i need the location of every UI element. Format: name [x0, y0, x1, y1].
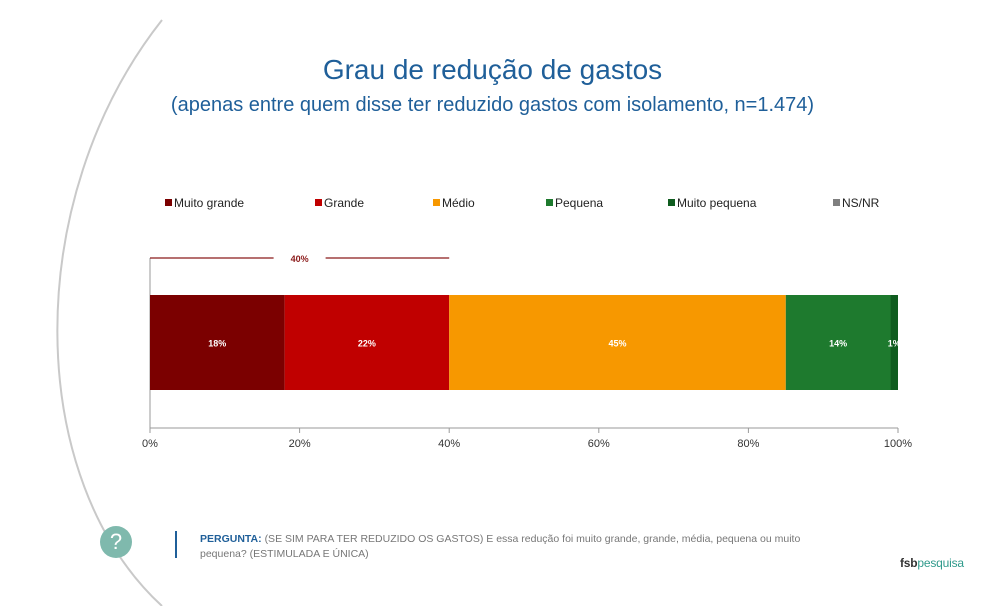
question-mark-icon: ?: [100, 526, 132, 558]
bracket-label: 40%: [291, 254, 309, 264]
legend-swatch: [668, 199, 675, 206]
x-tick-label: 40%: [438, 438, 460, 450]
legend-swatch: [315, 199, 322, 206]
bar-segment: [785, 295, 891, 390]
question-label: PERGUNTA:: [200, 533, 262, 545]
x-tick-label: 20%: [289, 438, 311, 450]
legend-label: Pequena: [555, 196, 603, 210]
legend-swatch: [833, 199, 840, 206]
legend-label: Grande: [324, 196, 364, 210]
question-divider: [175, 531, 177, 558]
data-label: 1%: [888, 339, 901, 349]
legend-label: Muito pequena: [677, 196, 757, 210]
fsb-pesquisa-logo: fsbpesquisa: [900, 556, 964, 570]
legend-swatch: [546, 199, 553, 206]
x-tick-label: 80%: [737, 438, 759, 450]
legend-label: Muito grande: [174, 196, 244, 210]
legend-label: Médio: [442, 196, 475, 210]
bar-segment: [284, 295, 450, 390]
question-note: PERGUNTA: (SE SIM PARA TER REDUZIDO OS G…: [200, 532, 830, 562]
data-label: 22%: [358, 339, 376, 349]
x-tick-label: 100%: [884, 438, 912, 450]
bar-segment: [449, 295, 786, 390]
data-label: 45%: [608, 339, 626, 349]
x-tick-label: 0%: [142, 438, 158, 450]
bar-segment: [890, 295, 898, 390]
legend-swatch: [433, 199, 440, 206]
legend-label: NS/NR: [842, 196, 880, 210]
data-label: 18%: [208, 339, 226, 349]
bar-segment: [150, 295, 285, 390]
data-label: 14%: [829, 339, 847, 349]
x-tick-label: 60%: [588, 438, 610, 450]
page-subtitle: (apenas entre quem disse ter reduzido ga…: [170, 94, 815, 116]
question-text: (SE SIM PARA TER REDUZIDO OS GASTOS) E e…: [200, 533, 801, 560]
page-title: Grau de redução de gastos: [322, 54, 663, 85]
legend-swatch: [165, 199, 172, 206]
